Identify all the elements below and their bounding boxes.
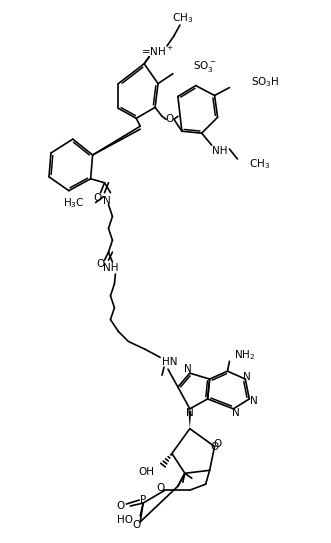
Text: N: N: [186, 408, 194, 418]
Text: O: O: [156, 483, 164, 493]
Text: OH: OH: [138, 468, 154, 477]
Text: O: O: [211, 441, 219, 452]
Text: O: O: [93, 193, 102, 203]
Text: CH$_3$: CH$_3$: [249, 157, 270, 171]
Text: N: N: [250, 396, 258, 406]
Text: O: O: [96, 259, 105, 269]
Polygon shape: [188, 411, 191, 428]
Text: P: P: [140, 495, 146, 505]
Text: =NH$^+$: =NH$^+$: [141, 45, 173, 59]
Text: N: N: [103, 195, 110, 206]
Text: H$_3$C: H$_3$C: [63, 197, 85, 211]
Text: CH$_3$: CH$_3$: [172, 11, 193, 25]
Text: O: O: [166, 114, 174, 124]
Text: O: O: [116, 501, 124, 511]
Text: NH: NH: [103, 263, 118, 273]
Text: O: O: [213, 439, 222, 449]
Text: N: N: [243, 372, 251, 382]
Text: SO$_3^-$: SO$_3^-$: [193, 59, 216, 74]
Text: NH: NH: [212, 146, 227, 156]
Text: O: O: [132, 520, 140, 530]
Text: N: N: [231, 408, 239, 418]
Text: HN: HN: [162, 357, 178, 367]
Text: NH$_2$: NH$_2$: [234, 349, 256, 362]
Text: N: N: [184, 364, 192, 374]
Text: HO: HO: [117, 515, 133, 525]
Text: SO$_3$H: SO$_3$H: [251, 75, 280, 89]
